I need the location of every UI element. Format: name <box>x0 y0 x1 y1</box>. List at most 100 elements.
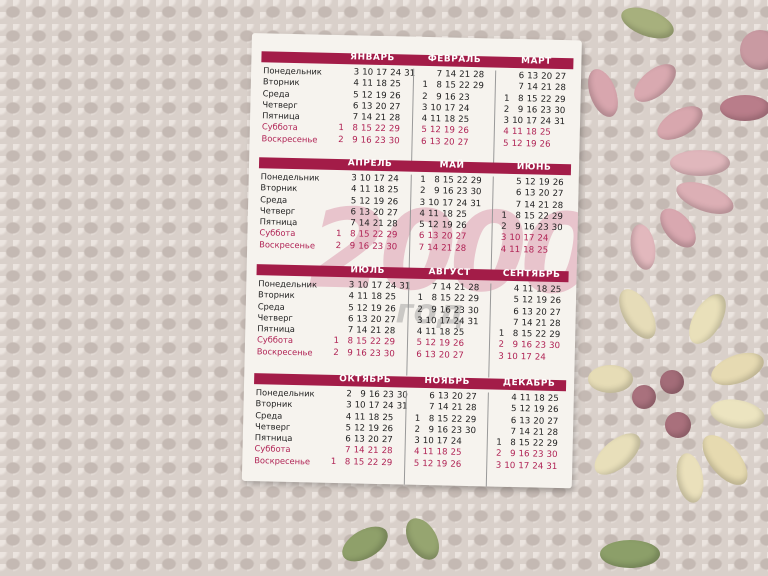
day-number: 25 <box>547 393 559 405</box>
day-number: 13 <box>353 434 365 445</box>
day-number: 7 <box>512 317 519 329</box>
day-number: 9 <box>436 91 442 102</box>
day-number: 30 <box>388 135 400 147</box>
day-number <box>331 78 345 90</box>
day-number: 15 <box>442 175 454 186</box>
day-number: 15 <box>437 413 449 425</box>
day-number: 28 <box>549 318 561 329</box>
month-days: 6 13 20 27 7 14 21 28 1 8 15 22 29 2 9 16 23 30 3 10 17 24 4 11… <box>403 390 489 487</box>
month-days: 7 14 21 28 1 8 15 22 29 2 9 16 23 30 3 10 17 24 31 4 11 18 25 5… <box>406 281 492 378</box>
day-number: 30 <box>551 223 563 234</box>
day-number: 21 <box>535 318 547 329</box>
day-number: 5 <box>516 177 522 188</box>
day-number: 21 <box>538 200 550 211</box>
day-number: 22 <box>535 329 547 340</box>
day-number: 4 <box>503 127 509 138</box>
day-number: 10 <box>357 280 369 291</box>
day-number: 9 <box>352 135 358 146</box>
day-number: 2 <box>495 449 502 460</box>
week-row: 3 10 17 24 31 <box>487 460 569 473</box>
day-number: 25 <box>389 79 401 90</box>
day-number <box>330 112 344 124</box>
day-number: 27 <box>465 391 477 403</box>
month-name: АПРЕЛЬ <box>347 158 393 170</box>
day-number: 30 <box>546 450 558 461</box>
day-number: 1 <box>414 413 421 424</box>
day-number: 30 <box>467 305 479 316</box>
month-name: ОКТЯБРЬ <box>339 374 392 386</box>
day-number: 17 <box>442 197 454 209</box>
day-number: 14 <box>358 218 370 229</box>
day-number: 18 <box>523 244 535 256</box>
day-number: 20 <box>538 188 550 200</box>
day-number: 14 <box>361 112 373 123</box>
day-number <box>324 389 338 401</box>
day-number: 19 <box>535 295 548 307</box>
day-number: 3 <box>421 102 428 113</box>
day-number: 11 <box>425 327 437 338</box>
day-number: 15 <box>526 93 538 105</box>
day-number: 20 <box>451 391 463 402</box>
week-row: 2 9 16 23 30 <box>329 135 411 148</box>
day-number: 17 <box>371 280 383 292</box>
day-number: 24 <box>458 103 470 114</box>
day-number: 24 <box>450 436 462 448</box>
day-number: 8 <box>349 229 356 240</box>
day-number: 8 <box>517 93 524 104</box>
day-number: 27 <box>381 435 393 446</box>
day-number: 11 <box>359 184 371 196</box>
day-number: 6 <box>513 306 519 317</box>
day-number: 3 <box>414 435 420 447</box>
day-number: 18 <box>536 284 548 295</box>
day-number: 28 <box>384 326 396 337</box>
day-number: 26 <box>387 196 399 207</box>
day-number: 23 <box>382 390 394 401</box>
month-days: 4 11 18 25 5 12 19 26 6 13 20 27 7 14 21 28 1 8 15 22 29 2 9 16… <box>485 392 571 489</box>
day-number <box>330 89 344 101</box>
day-number: 5 <box>348 302 354 313</box>
day-number: 4 <box>500 244 507 255</box>
month-days: 5 12 19 26 6 13 20 27 7 14 21 28 1 8 15 22 29 2 9 16 23 30 3 10… <box>490 176 576 273</box>
day-number <box>326 291 340 303</box>
day-number: 10 <box>430 102 442 114</box>
month-name: МАЙ <box>439 160 465 171</box>
day-number: 30 <box>386 241 398 253</box>
day-number <box>328 184 342 196</box>
day-number: 10 <box>512 116 524 127</box>
day-number: 24 <box>534 352 546 363</box>
day-number: 12 <box>521 295 534 306</box>
day-number: 4 <box>416 327 423 338</box>
day-number: 28 <box>389 113 401 124</box>
day-number: 9 <box>517 104 524 116</box>
weekday-label: Воскресенье <box>256 345 313 358</box>
day-number: 16 <box>355 348 367 359</box>
day-number: 12 <box>359 196 371 207</box>
day-number <box>325 325 339 337</box>
day-number: 5 <box>510 404 517 415</box>
day-number: 16 <box>526 105 538 116</box>
day-number: 18 <box>441 209 454 220</box>
week-row: 2 9 16 23 30 <box>325 348 407 361</box>
day-number <box>326 280 340 292</box>
day-number: 24 <box>537 234 549 245</box>
day-number: 14 <box>427 242 439 254</box>
quarter-block: Понедельник Вторник Среда Четверг Пятница Суб… <box>252 373 571 489</box>
day-number: 27 <box>384 314 396 326</box>
day-number: 12 <box>356 303 368 314</box>
day-number: 9 <box>431 304 437 315</box>
day-number: 13 <box>524 188 536 199</box>
day-number: 24 <box>382 401 394 412</box>
day-number: 21 <box>375 113 387 124</box>
day-number: 2 <box>414 424 421 435</box>
day-number: 3 <box>353 67 360 78</box>
day-number: 27 <box>386 208 399 219</box>
day-number: 27 <box>389 102 401 113</box>
day-number: 3 <box>495 460 502 471</box>
day-number: 15 <box>523 211 536 222</box>
day-number: 29 <box>549 330 561 341</box>
day-number: 7 <box>510 426 517 437</box>
day-number: 9 <box>433 186 440 197</box>
day-number: 3 <box>500 233 507 244</box>
day-number: 9 <box>509 449 516 460</box>
day-number: 5 <box>502 138 509 149</box>
